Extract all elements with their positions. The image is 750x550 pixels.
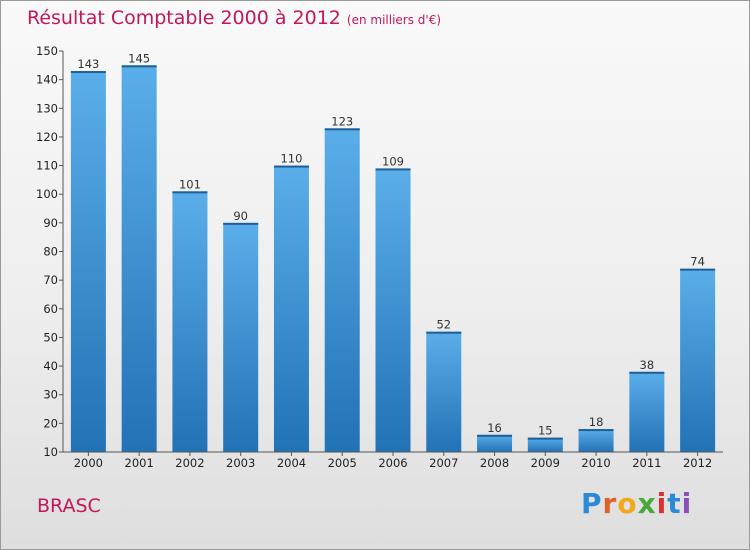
data-label: 74 <box>690 255 705 269</box>
bar-top-edge <box>223 222 259 225</box>
bar-2005 <box>324 128 360 452</box>
data-label: 15 <box>538 424 553 438</box>
bar-2002 <box>172 191 208 452</box>
logo-letter: r <box>602 487 618 520</box>
data-label: 16 <box>487 421 502 435</box>
bar-2012 <box>680 268 716 452</box>
data-label: 145 <box>128 51 150 65</box>
bar-top-edge <box>121 65 157 68</box>
x-axis: 2000 2001 2002 2003 2004 2005 2006 2007 2008 2009… <box>63 451 723 470</box>
logo-letter: i <box>681 487 693 520</box>
data-label: 123 <box>331 114 353 128</box>
y-tick-label: 100 <box>36 187 58 201</box>
x-tick-label: 2012 <box>683 456 712 470</box>
bar-2007 <box>426 331 462 452</box>
bar-2009 <box>527 437 563 452</box>
y-tick-label: 110 <box>36 159 58 173</box>
commune-name: BRASC <box>37 495 101 517</box>
bars: 143 145 101 90 110 123 109 52 16 15 18 38 74 <box>70 51 716 453</box>
chart-title-text: Résultat Comptable 2000 à 2012 <box>27 7 341 29</box>
bar-2004 <box>273 165 309 453</box>
chart-title: Résultat Comptable 2000 à 2012 (en millie… <box>27 7 441 29</box>
bar-2006 <box>375 168 411 452</box>
x-tick-label: 2004 <box>277 456 306 470</box>
data-label: 90 <box>233 209 248 223</box>
bar-top-edge <box>477 434 513 437</box>
x-tick-label: 2006 <box>378 456 407 470</box>
data-label: 38 <box>640 358 655 372</box>
y-tick-label: 130 <box>36 101 58 115</box>
bar-top-edge <box>70 71 106 74</box>
logo-letter: t <box>667 487 682 520</box>
logo-letter: i <box>656 487 668 520</box>
logo-letter: o <box>617 487 638 520</box>
y-tick-label: 20 <box>43 416 58 430</box>
logo-letter: P <box>581 487 603 520</box>
x-tick-label: 2005 <box>328 456 357 470</box>
bar-top-edge <box>527 437 563 440</box>
y-tick-label: 50 <box>43 330 58 344</box>
bar-top-edge <box>172 191 208 194</box>
bar-2003 <box>223 222 259 452</box>
y-tick-label: 30 <box>43 388 58 402</box>
x-tick-label: 2002 <box>175 456 204 470</box>
proxiti-logo: Proxiti <box>581 487 692 520</box>
x-tick-label: 2000 <box>74 456 103 470</box>
y-tick-label: 140 <box>36 73 58 87</box>
y-tick-label: 90 <box>43 216 58 230</box>
data-label: 110 <box>280 152 302 166</box>
data-label: 18 <box>589 415 604 429</box>
x-tick-label: 2011 <box>632 456 661 470</box>
y-tick-label: 80 <box>43 245 58 259</box>
y-axis: 10 20 30 40 50 60 70 80 90 100 110 120 130 140 150 <box>36 44 64 459</box>
data-label: 143 <box>77 57 99 71</box>
bar-2001 <box>121 65 157 453</box>
x-tick-label: 2007 <box>429 456 458 470</box>
y-tick-label: 60 <box>43 302 58 316</box>
bar-top-edge <box>680 268 716 271</box>
y-tick-label: 120 <box>36 130 58 144</box>
bar-2011 <box>629 371 665 452</box>
y-tick-label: 70 <box>43 273 58 287</box>
bar-top-edge <box>578 429 614 432</box>
x-tick-label: 2008 <box>480 456 509 470</box>
bar-2010 <box>578 429 614 452</box>
x-tick-label: 2010 <box>581 456 610 470</box>
chart-unit-label: (en milliers d'€) <box>346 13 442 27</box>
data-label: 52 <box>436 318 451 332</box>
bar-top-edge <box>426 331 462 334</box>
bar-2008 <box>477 434 513 452</box>
x-tick-label: 2001 <box>125 456 154 470</box>
data-label: 101 <box>179 177 201 191</box>
y-tick-label: 40 <box>43 359 58 373</box>
bar-top-edge <box>324 128 360 131</box>
x-tick-label: 2009 <box>531 456 560 470</box>
bar-top-edge <box>629 371 665 374</box>
bar-top-edge <box>273 165 309 168</box>
y-tick-label: 10 <box>43 445 58 459</box>
logo-letter: x <box>637 487 657 520</box>
bar-2000 <box>70 71 106 453</box>
bar-top-edge <box>375 168 411 171</box>
x-tick-label: 2003 <box>226 456 255 470</box>
data-label: 109 <box>382 154 404 168</box>
y-tick-label: 150 <box>36 44 58 58</box>
